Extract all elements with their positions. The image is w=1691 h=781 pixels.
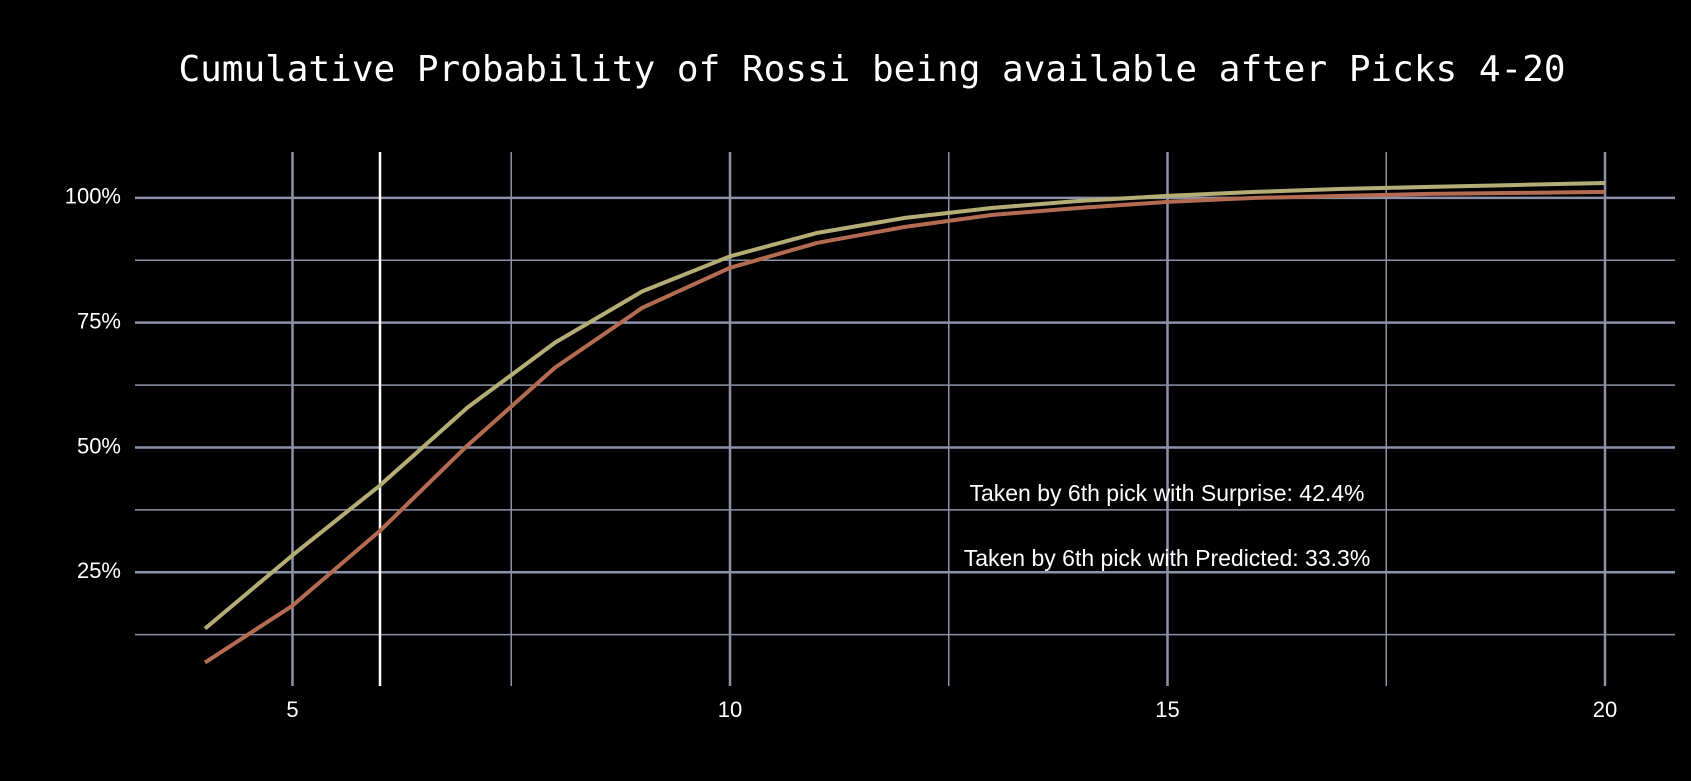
series-line <box>203 180 1606 631</box>
x-tick-label: 5 <box>286 697 298 722</box>
x-tick-label: 20 <box>1593 697 1617 722</box>
y-tick-label: 50% <box>77 433 121 458</box>
y-tick-label: 75% <box>77 308 121 333</box>
x-tick-label: 15 <box>1155 697 1179 722</box>
y-tick-label: 25% <box>77 558 121 583</box>
series-line <box>203 189 1606 665</box>
annotation: Taken by 6th pick with Surprise: 42.4% <box>969 480 1364 506</box>
x-tick-label: 10 <box>718 697 742 722</box>
chart-title: Cumulative Probability of Rossi being av… <box>178 49 1565 90</box>
y-tick-label: 100% <box>65 184 121 209</box>
annotation: Taken by 6th pick with Predicted: 33.3% <box>964 545 1371 571</box>
